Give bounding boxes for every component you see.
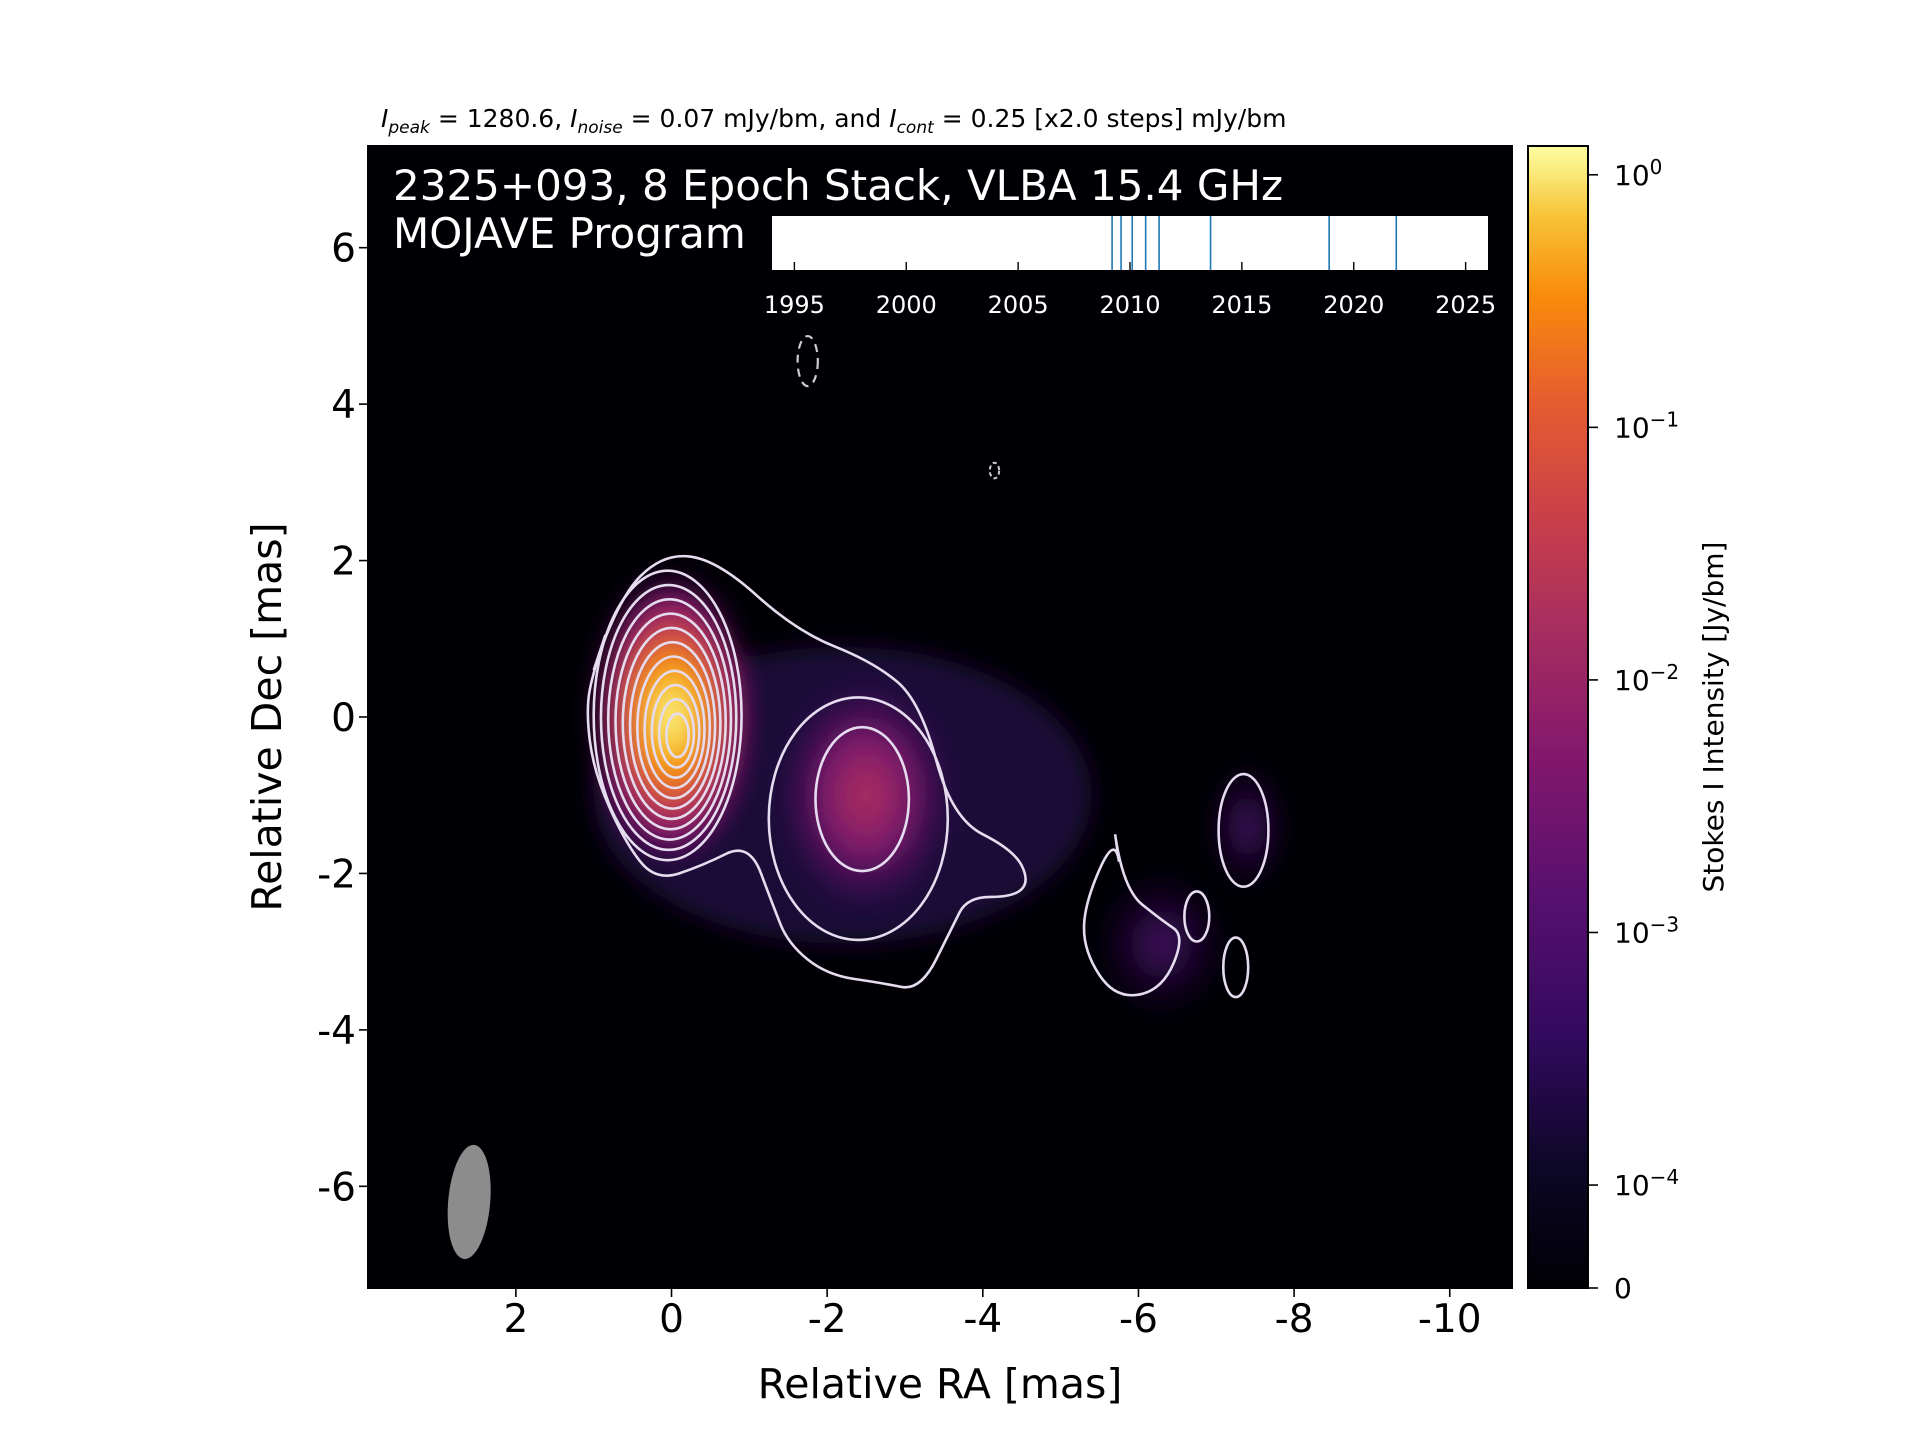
contour-knot-d	[1221, 936, 1250, 999]
x-tick-label-5: -8	[1275, 1297, 1314, 1342]
epoch-timeline: 1995 2000 2005 2010 2015 2020 2025	[764, 216, 1496, 319]
timeline-tick-label-4: 2015	[1211, 291, 1272, 319]
colorbar-tick-label-5: 0	[1614, 1272, 1632, 1305]
colorbar-ticks: 100 10−1 10−2 10−3 10−4 0	[1588, 155, 1679, 1305]
beam-ellipse	[447, 1144, 491, 1260]
timeline-tick-label-3: 2010	[1099, 291, 1160, 319]
colorbar: 100 10−1 10−2 10−3 10−4 0 Stokes I Intensity …	[1527, 145, 1730, 1305]
colorbar-label: Stokes I Intensity [Jy/bm]	[1697, 542, 1730, 893]
contour-outer	[586, 554, 1027, 989]
x-axis-ticks: 2 0 -2 -4 -6 -8 -10	[503, 1288, 1482, 1342]
y-axis-ticks: 6 4 2 0 -2 -4 -6	[317, 227, 368, 1210]
contour-core-9	[657, 698, 696, 769]
x-tick-label-0: 2	[503, 1297, 528, 1342]
y-tick-label-0: 6	[331, 227, 356, 272]
contour-core-1	[599, 583, 738, 852]
image-panel	[368, 146, 1512, 1288]
timeline-epochs	[1111, 216, 1398, 270]
contour-core-8	[650, 683, 701, 779]
contour-core-7	[643, 669, 706, 790]
colorbar-tick-label-4: 10−4	[1614, 1165, 1679, 1202]
x-tick-label-1: 0	[659, 1297, 684, 1342]
contour-negative-a	[796, 334, 819, 388]
y-tick-label-1: 4	[331, 383, 356, 428]
x-tick-label-6: -10	[1418, 1297, 1482, 1342]
contour-jet-2	[767, 696, 950, 942]
y-axis-label: Relative Dec [mas]	[243, 522, 291, 911]
contour-core-3	[614, 612, 727, 831]
emission-component-1	[772, 670, 960, 921]
chart-header-text: Ipeak = 1280.6, Inoise = 0.07 mJy/bm, an…	[381, 104, 1286, 138]
x-tick-label-3: -4	[963, 1297, 1002, 1342]
x-tick-label-4: -6	[1119, 1297, 1158, 1342]
y-tick-label-6: -6	[317, 1165, 356, 1210]
colorbar-tick-label-3: 10−3	[1614, 912, 1679, 949]
contour-jet-3	[814, 725, 911, 873]
timeline-tick-label-6: 2025	[1435, 291, 1496, 319]
contour-core-6	[636, 655, 712, 800]
timeline-box	[772, 216, 1488, 270]
x-tick-label-2: -2	[808, 1297, 847, 1342]
x-axis-label: Relative RA [mas]	[758, 1360, 1123, 1408]
timeline-tick-label-2: 2005	[988, 291, 1049, 319]
colorbar-tick-label-0: 100	[1614, 155, 1662, 192]
overlay-subtitle: MOJAVE Program	[393, 209, 746, 258]
y-tick-label-5: -4	[317, 1009, 356, 1054]
colorbar-tick-label-1: 10−1	[1614, 407, 1679, 444]
timeline-tick-label-5: 2020	[1323, 291, 1384, 319]
emission-component-3	[1091, 865, 1232, 1023]
timeline-ticks: 1995 2000 2005 2010 2015 2020 2025	[764, 262, 1496, 319]
timeline-tick-label-0: 1995	[764, 291, 825, 319]
colorbar-tick-label-2: 10−2	[1614, 660, 1679, 697]
contour-knot-b	[1217, 772, 1270, 889]
y-tick-label-2: 2	[331, 540, 356, 585]
contour-negative-b	[988, 461, 1001, 480]
contour-knot-c	[1183, 890, 1211, 943]
overlay-title: 2325+093, 8 Epoch Stack, VLBA 15.4 GHz	[393, 161, 1283, 210]
y-tick-label-4: -2	[317, 852, 356, 897]
contour-knot-a	[1082, 834, 1181, 997]
contour-layer	[586, 334, 1270, 999]
timeline-tick-label-1: 2000	[876, 291, 937, 319]
contour-core-0	[592, 569, 743, 862]
contour-core-2	[606, 598, 733, 841]
contour-core-10	[665, 712, 690, 759]
contour-core-4	[621, 626, 722, 821]
contour-core-5	[628, 640, 717, 810]
colorbar-gradient	[1527, 145, 1589, 1289]
y-tick-label-3: 0	[331, 696, 356, 741]
